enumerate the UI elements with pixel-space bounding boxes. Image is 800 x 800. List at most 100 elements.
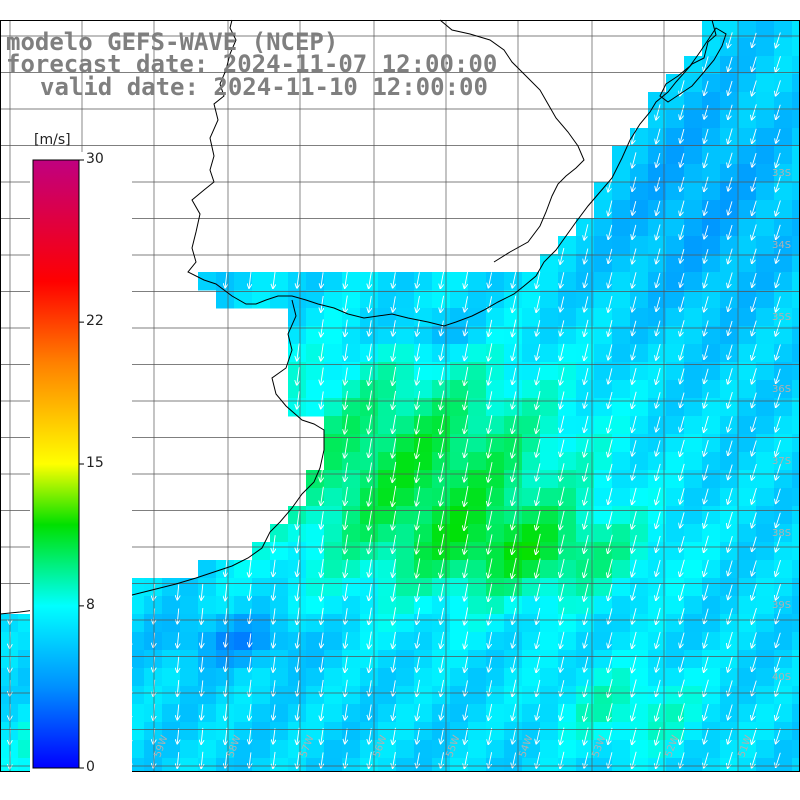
wind-arrow [512, 295, 517, 312]
wind-speed-cell [576, 596, 595, 615]
wind-speed-cell [468, 488, 487, 507]
wind-speed-cell [756, 290, 775, 309]
wind-speed-cell [360, 344, 379, 363]
wind-arrow [560, 656, 565, 672]
wind-arrow [297, 583, 299, 601]
wind-arrow [297, 704, 299, 720]
wind-arrow [297, 607, 299, 625]
wind-speed-cell [774, 578, 793, 597]
wind-arrow [225, 583, 227, 601]
wind-speed-cell [630, 614, 649, 633]
wind-speed-cell [144, 668, 163, 687]
wind-arrow [560, 247, 565, 264]
wind-speed-cell [558, 776, 577, 795]
wind-arrow [464, 655, 469, 672]
wind-speed-cell [720, 668, 739, 687]
wind-speed-cell [756, 362, 775, 381]
wind-arrow [297, 272, 299, 288]
wind-speed-cell [702, 488, 721, 507]
wind-arrow [536, 751, 541, 768]
wind-speed-cell [558, 362, 577, 381]
wind-speed-cell [216, 290, 235, 309]
wind-speed-cell [630, 344, 649, 363]
wind-speed-cell [576, 452, 595, 471]
wind-speed-cell [576, 362, 595, 381]
wind-speed-cell [144, 650, 163, 669]
wind-arrow [368, 462, 373, 482]
wind-arrow [273, 728, 275, 743]
wind-speed-cell [594, 686, 613, 705]
wind-arrow [728, 344, 733, 360]
wind-arrow [656, 607, 661, 624]
wind-arrow [728, 536, 733, 552]
wind-arrow [632, 631, 637, 648]
wind-speed-cell [288, 776, 307, 795]
wind-speed-cell [0, 704, 19, 723]
wind-arrow [441, 728, 444, 744]
wind-speed-cell [720, 542, 739, 561]
wind-arrow [177, 584, 178, 599]
wind-speed-cell [270, 542, 289, 561]
wind-arrow [225, 608, 227, 623]
wind-speed-cell [252, 686, 271, 705]
wind-arrow [225, 272, 227, 287]
wind-arrow [512, 391, 517, 408]
wind-arrow [608, 703, 613, 721]
wind-speed-cell [594, 236, 613, 255]
wind-speed-cell [756, 758, 775, 772]
wind-speed-cell [720, 20, 739, 39]
wind-speed-cell [396, 560, 415, 579]
wind-arrow [704, 176, 709, 192]
wind-arrow [704, 415, 709, 432]
wind-speed-cell [486, 398, 505, 417]
wind-arrow [368, 486, 373, 505]
wind-speed-cell [666, 218, 685, 237]
latitude-label: 37S [772, 456, 791, 467]
wind-arrow [632, 727, 637, 745]
wind-arrow [321, 272, 323, 287]
wind-speed-cell [288, 380, 307, 399]
wind-arrow [632, 391, 637, 409]
wind-arrow [512, 533, 517, 554]
wind-arrow [704, 152, 709, 168]
wind-speed-cell [594, 542, 613, 561]
wind-speed-cell [648, 740, 667, 759]
wind-arrow [656, 751, 661, 768]
wind-speed-cell [270, 704, 289, 723]
wind-arrow [321, 391, 324, 408]
wind-speed-cell [792, 218, 800, 237]
wind-speed-cell [324, 704, 343, 723]
wind-arrow [345, 510, 348, 530]
wind-speed-cell [684, 218, 703, 237]
wind-speed-cell [540, 290, 559, 309]
wind-speed-cell [612, 290, 631, 309]
wind-speed-cell [504, 380, 523, 399]
wind-speed-cell [630, 164, 649, 183]
wind-arrow [321, 752, 323, 767]
wind-speed-cell [0, 758, 19, 772]
wind-arrow [512, 752, 517, 768]
wind-speed-cell [612, 272, 631, 291]
wind-speed-cell [378, 614, 397, 633]
wind-speed-cell [504, 776, 523, 795]
wind-speed-cell [756, 470, 775, 489]
wind-speed-cell [216, 722, 235, 741]
wind-speed-cell [468, 776, 487, 795]
wind-speed-cell [396, 650, 415, 669]
wind-speed-cell [756, 398, 775, 417]
wind-speed-cell [738, 614, 757, 633]
wind-arrow [728, 177, 733, 191]
wind-speed-cell [630, 632, 649, 651]
wind-arrow [488, 438, 493, 458]
wind-speed-cell [612, 182, 631, 201]
wind-arrow [440, 583, 445, 600]
wind-speed-cell [594, 362, 613, 381]
wind-speed-cell [594, 380, 613, 399]
wind-arrow [512, 414, 517, 433]
wind-speed-cell [576, 434, 595, 453]
wind-speed-cell [792, 704, 800, 723]
wind-arrow [512, 272, 517, 287]
wind-speed-cell [522, 524, 541, 543]
wind-speed-cell [270, 614, 289, 633]
wind-speed-cell [198, 650, 217, 669]
